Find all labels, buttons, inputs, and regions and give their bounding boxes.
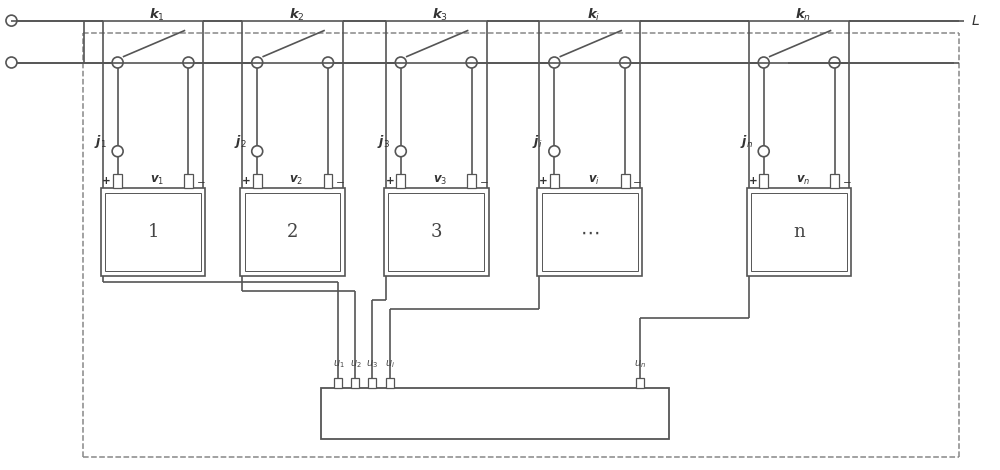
Bar [184, 174, 193, 188]
Text: $u_n$: $u_n$ [634, 358, 646, 369]
Bar [368, 377, 376, 388]
Text: $L$: $L$ [971, 14, 979, 28]
Text: $\boldsymbol{j}_1$: $\boldsymbol{j}_1$ [94, 133, 107, 150]
Bar [384, 188, 489, 276]
Text: $-$: $-$ [196, 176, 205, 186]
Text: PC: PC [482, 405, 508, 423]
Bar [321, 388, 669, 439]
Bar [240, 188, 345, 276]
Text: $\boldsymbol{k}_2$: $\boldsymbol{k}_2$ [289, 7, 305, 23]
Text: n: n [793, 223, 805, 241]
Bar [253, 174, 262, 188]
Text: $-$: $-$ [842, 176, 851, 186]
Text: $\boldsymbol{k}_1$: $\boldsymbol{k}_1$ [149, 7, 165, 23]
Text: +: + [748, 176, 757, 186]
Bar [542, 193, 638, 271]
Bar [467, 174, 476, 188]
Text: $\boldsymbol{j}_n$: $\boldsymbol{j}_n$ [740, 133, 753, 150]
Text: $u_3$: $u_3$ [366, 358, 378, 369]
Bar [113, 174, 122, 188]
Text: +: + [102, 176, 111, 186]
Text: $u_i$: $u_i$ [385, 358, 395, 369]
Bar [759, 174, 768, 188]
Bar [388, 193, 484, 271]
Text: $\boldsymbol{v}_1$: $\boldsymbol{v}_1$ [150, 173, 164, 187]
Bar [537, 188, 642, 276]
Bar [636, 377, 644, 388]
Text: $\boldsymbol{j}_3$: $\boldsymbol{j}_3$ [377, 133, 390, 150]
Bar [105, 193, 201, 271]
Text: +: + [242, 176, 251, 186]
Text: $\boldsymbol{j}_2$: $\boldsymbol{j}_2$ [234, 133, 247, 150]
Text: $\boldsymbol{k}_3$: $\boldsymbol{k}_3$ [432, 7, 448, 23]
Bar [396, 174, 405, 188]
Bar [101, 188, 205, 276]
Text: $-$: $-$ [632, 176, 642, 186]
Text: +: + [385, 176, 394, 186]
Text: $u_2$: $u_2$ [350, 358, 361, 369]
Text: $\boldsymbol{v}_2$: $\boldsymbol{v}_2$ [289, 173, 304, 187]
Text: $\boldsymbol{v}_n$: $\boldsymbol{v}_n$ [796, 173, 810, 187]
Bar [751, 193, 847, 271]
Bar [334, 377, 342, 388]
Bar [550, 174, 559, 188]
Text: $\boldsymbol{k}_n$: $\boldsymbol{k}_n$ [795, 7, 811, 23]
Text: $u_1$: $u_1$ [333, 358, 344, 369]
Text: +: + [539, 176, 548, 186]
Text: $\boldsymbol{j}_i$: $\boldsymbol{j}_i$ [532, 133, 543, 150]
Bar [830, 174, 839, 188]
Bar [386, 377, 394, 388]
Text: $\boldsymbol{v}_i$: $\boldsymbol{v}_i$ [588, 173, 600, 187]
Text: 1: 1 [147, 223, 159, 241]
Text: $\boldsymbol{v}_3$: $\boldsymbol{v}_3$ [433, 173, 447, 187]
Bar [747, 188, 851, 276]
Bar [245, 193, 340, 271]
Text: 2: 2 [287, 223, 298, 241]
Text: 3: 3 [430, 223, 442, 241]
Text: $\cdots$: $\cdots$ [580, 222, 599, 242]
Text: $-$: $-$ [335, 176, 345, 186]
Bar [351, 377, 359, 388]
Text: $-$: $-$ [479, 176, 488, 186]
Bar [324, 174, 332, 188]
Bar [621, 174, 630, 188]
Text: $\boldsymbol{k}_i$: $\boldsymbol{k}_i$ [587, 7, 600, 23]
